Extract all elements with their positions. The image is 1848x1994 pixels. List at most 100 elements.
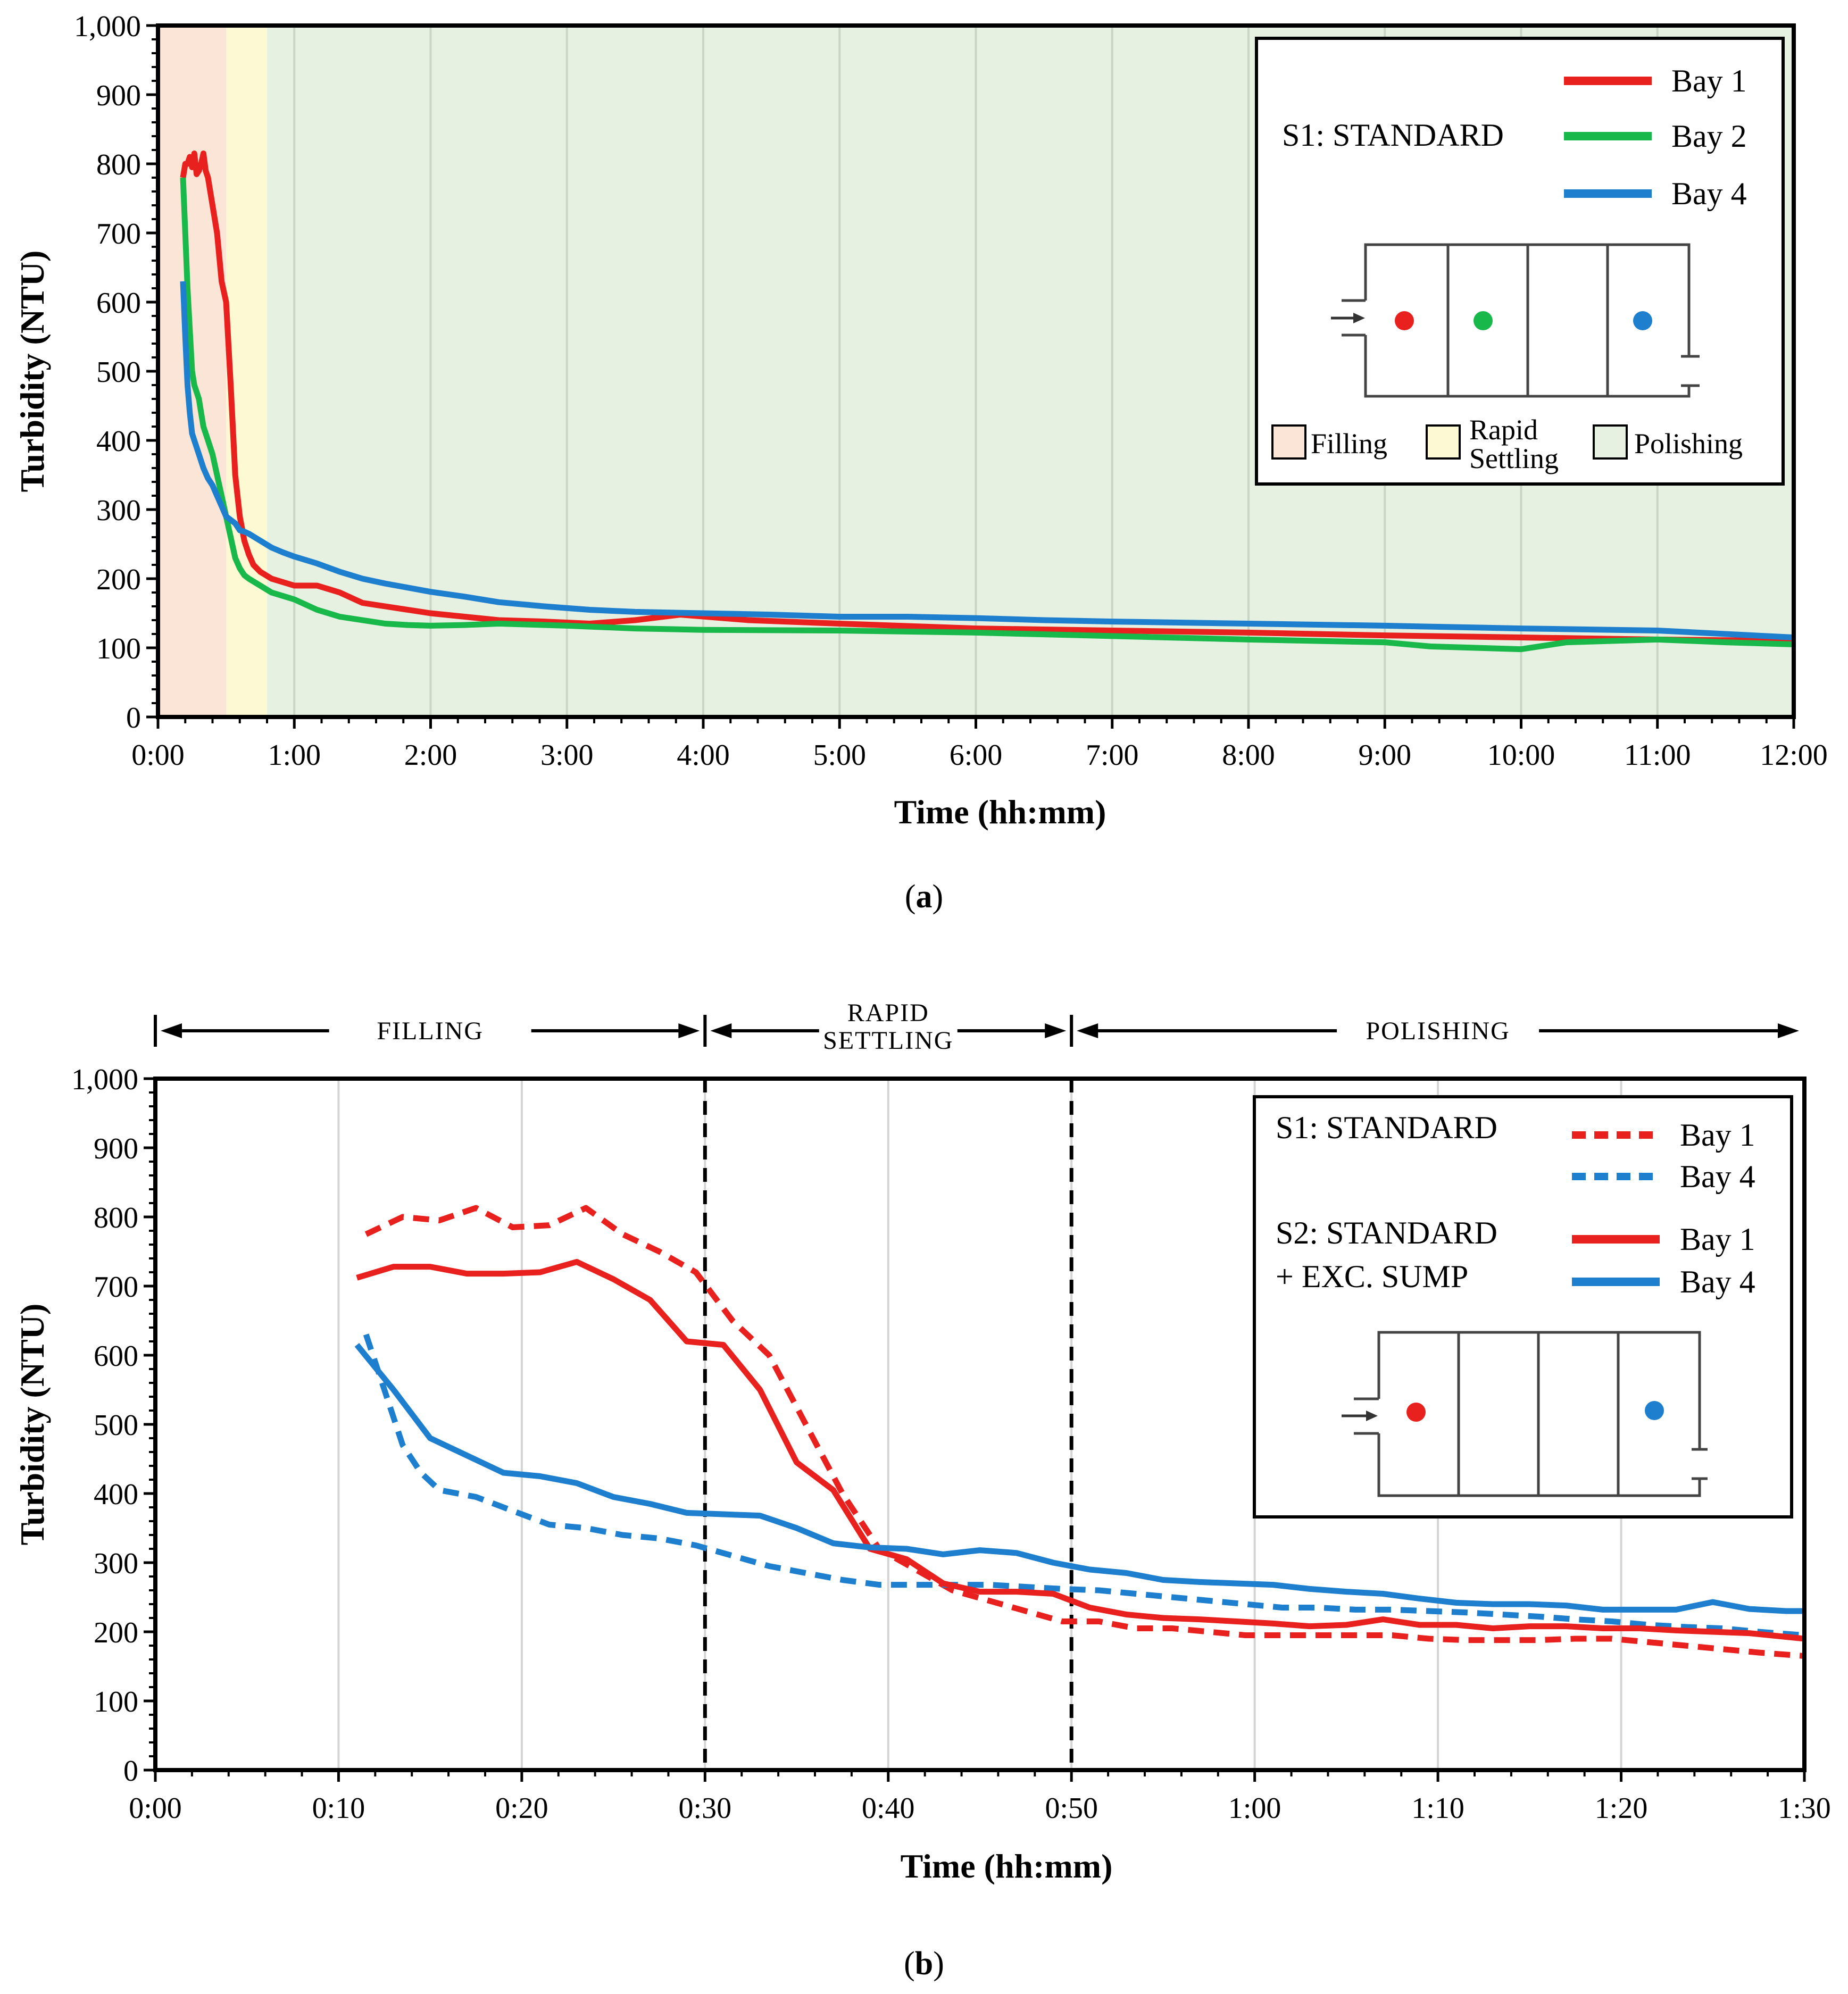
panel-a-filling-swatch bbox=[1271, 424, 1306, 460]
series-line-s2-bay-4 bbox=[354, 1343, 1804, 1614]
panel-a-chart: 0:00 1:00 2:00 3:00 4:00 5:00 6:00 7:00 8:00 9:00… bbox=[13, 10, 1828, 915]
x-tick-label: 1:20 bbox=[1595, 1792, 1648, 1825]
panel-b-bay4-marker bbox=[1645, 1401, 1664, 1420]
panel-a-x-axis-label: Time (hh:mm) bbox=[894, 793, 1106, 831]
left-arrowhead-icon bbox=[161, 1023, 182, 1038]
series-line-s1-bay-1 bbox=[364, 1205, 1805, 1659]
panel-b-axis-ticks: 0:00 0:10 0:20 0:30 0:40 0:50 1:00 1:10 1:20 1:30… bbox=[71, 1063, 1831, 1825]
panel-b-inlet-arrowhead-icon bbox=[1366, 1411, 1378, 1421]
panel-a-legend-label-bay4: Bay 4 bbox=[1671, 176, 1747, 211]
series-line-s1-bay-4 bbox=[363, 1333, 1805, 1638]
y-tick-label: 900 bbox=[94, 1132, 138, 1165]
x-tick-label: 0:40 bbox=[862, 1792, 915, 1825]
y-tick-label: 100 bbox=[94, 1686, 138, 1718]
panel-a-legend-label-bay1: Bay 1 bbox=[1671, 63, 1747, 98]
x-tick-label: 0:00 bbox=[129, 1792, 182, 1825]
panel-a-caption-letter: a bbox=[916, 879, 933, 915]
panel-a-settling-label-1: Rapid bbox=[1469, 414, 1538, 446]
panel-b-legend-label-s2-bay1: Bay 1 bbox=[1680, 1222, 1755, 1257]
x-tick-label: 6:00 bbox=[950, 739, 1003, 772]
panel-b-y-axis-label: Turbidity (NTU) bbox=[13, 1304, 51, 1546]
x-tick-label: 0:00 bbox=[131, 739, 185, 772]
x-tick-label: 8:00 bbox=[1222, 739, 1275, 772]
x-tick-label: 0:10 bbox=[312, 1792, 365, 1825]
panel-b-legend-s1-title: S1: STANDARD bbox=[1276, 1110, 1497, 1145]
panel-b-phase-divider-lines bbox=[703, 1079, 1073, 1770]
panel-a-bay1-marker bbox=[1395, 311, 1414, 330]
right-arrowhead-icon bbox=[678, 1023, 700, 1038]
panel-b-bay1-marker bbox=[1406, 1403, 1426, 1422]
y-tick-label: 600 bbox=[96, 287, 141, 320]
x-tick-label: 1:30 bbox=[1778, 1792, 1831, 1825]
y-tick-label: 400 bbox=[94, 1478, 138, 1511]
y-tick-label: 200 bbox=[96, 563, 141, 596]
panel-a-settling-label-2: Settling bbox=[1469, 443, 1559, 474]
panel-a-polishing-swatch bbox=[1593, 424, 1628, 460]
phase-annotation-label: RAPID bbox=[847, 999, 929, 1027]
x-tick-label: 1:10 bbox=[1411, 1792, 1464, 1825]
y-tick-label: 600 bbox=[94, 1340, 138, 1373]
panel-b-legend-s2-title-2: + EXC. SUMP bbox=[1276, 1259, 1468, 1294]
y-tick-label: 800 bbox=[96, 148, 141, 181]
x-tick-label: 1:00 bbox=[1228, 1792, 1281, 1825]
panel-b-caption: (b) bbox=[904, 1946, 944, 1982]
panel-a-filling-label: Filling bbox=[1311, 428, 1387, 460]
panel-b-legend-box bbox=[1253, 1095, 1793, 1519]
right-arrowhead-icon bbox=[1778, 1023, 1799, 1038]
panel-b-series bbox=[354, 1205, 1805, 1659]
panel-b-legend-label-s1-bay1: Bay 1 bbox=[1680, 1117, 1755, 1153]
phase-band-rapid-settling bbox=[226, 26, 267, 717]
x-tick-label: 5:00 bbox=[813, 739, 866, 772]
panel-b-legend-label-s2-bay4: Bay 4 bbox=[1680, 1264, 1755, 1299]
x-tick-label: 3:00 bbox=[540, 739, 594, 772]
panel-a-bay2-marker bbox=[1474, 311, 1493, 330]
x-tick-label: 0:30 bbox=[679, 1792, 732, 1825]
y-tick-label: 900 bbox=[96, 79, 141, 112]
x-tick-label: 1:00 bbox=[268, 739, 321, 772]
x-tick-label: 0:50 bbox=[1045, 1792, 1098, 1825]
panel-a-tank-schematic bbox=[1342, 243, 1700, 398]
x-tick-label: 7:00 bbox=[1086, 739, 1139, 772]
y-tick-label: 700 bbox=[96, 218, 141, 251]
y-tick-label: 100 bbox=[96, 632, 141, 665]
panel-a-legend-title: S1: STANDARD bbox=[1282, 118, 1504, 153]
panel-b-caption-letter: b bbox=[915, 1946, 933, 1982]
panel-b-tank-schematic bbox=[1354, 1331, 1708, 1497]
y-tick-label: 200 bbox=[94, 1616, 138, 1649]
series-line-s2-bay-1 bbox=[356, 1259, 1805, 1642]
panel-a-polishing-label: Polishing bbox=[1634, 428, 1743, 460]
panel-b-x-axis-label: Time (hh:mm) bbox=[901, 1847, 1113, 1885]
left-arrowhead-icon bbox=[710, 1023, 732, 1038]
y-tick-label: 0 bbox=[126, 702, 141, 735]
right-arrowhead-icon bbox=[1045, 1023, 1067, 1038]
series-line-bay-4 bbox=[180, 281, 1794, 640]
x-tick-label: 12:00 bbox=[1760, 739, 1828, 772]
x-tick-label: 11:00 bbox=[1624, 739, 1691, 772]
series-line-bay-2 bbox=[180, 177, 1794, 653]
panel-b-chart: 0:00 0:10 0:20 0:30 0:40 0:50 1:00 1:10 1:20 1:30… bbox=[13, 999, 1831, 1982]
panel-a-y-axis-label: Turbidity (NTU) bbox=[13, 251, 51, 493]
panel-a-series bbox=[180, 151, 1794, 653]
x-tick-label: 0:20 bbox=[495, 1792, 548, 1825]
panel-a-inlet-arrowhead-icon bbox=[1353, 313, 1365, 323]
x-tick-label: 4:00 bbox=[677, 739, 730, 772]
panel-a-legend-box bbox=[1255, 37, 1785, 486]
panel-b-legend-label-s1-bay4: Bay 4 bbox=[1680, 1159, 1755, 1194]
y-tick-label: 400 bbox=[96, 425, 141, 458]
y-tick-label: 800 bbox=[94, 1202, 138, 1234]
phase-annotation-label: FILLING bbox=[377, 1017, 484, 1045]
panel-a-legend: S1: STANDARD Bay 1 Bay 2 Bay 4 bbox=[1255, 37, 1785, 486]
y-tick-label: 1,000 bbox=[74, 10, 141, 43]
panel-a-settling-swatch bbox=[1426, 424, 1461, 460]
left-arrowhead-icon bbox=[1077, 1023, 1098, 1038]
panel-b-legend-s2-title-1: S2: STANDARD bbox=[1276, 1215, 1497, 1250]
panel-a-bay4-marker bbox=[1633, 311, 1652, 330]
panel-a-caption: (a) bbox=[905, 879, 943, 915]
y-tick-label: 300 bbox=[94, 1547, 138, 1580]
phase-annotation-label: SETTLING bbox=[823, 1027, 953, 1055]
panel-a-legend-label-bay2: Bay 2 bbox=[1671, 119, 1747, 154]
series-line-bay-1 bbox=[180, 151, 1794, 644]
y-tick-label: 500 bbox=[94, 1409, 138, 1442]
